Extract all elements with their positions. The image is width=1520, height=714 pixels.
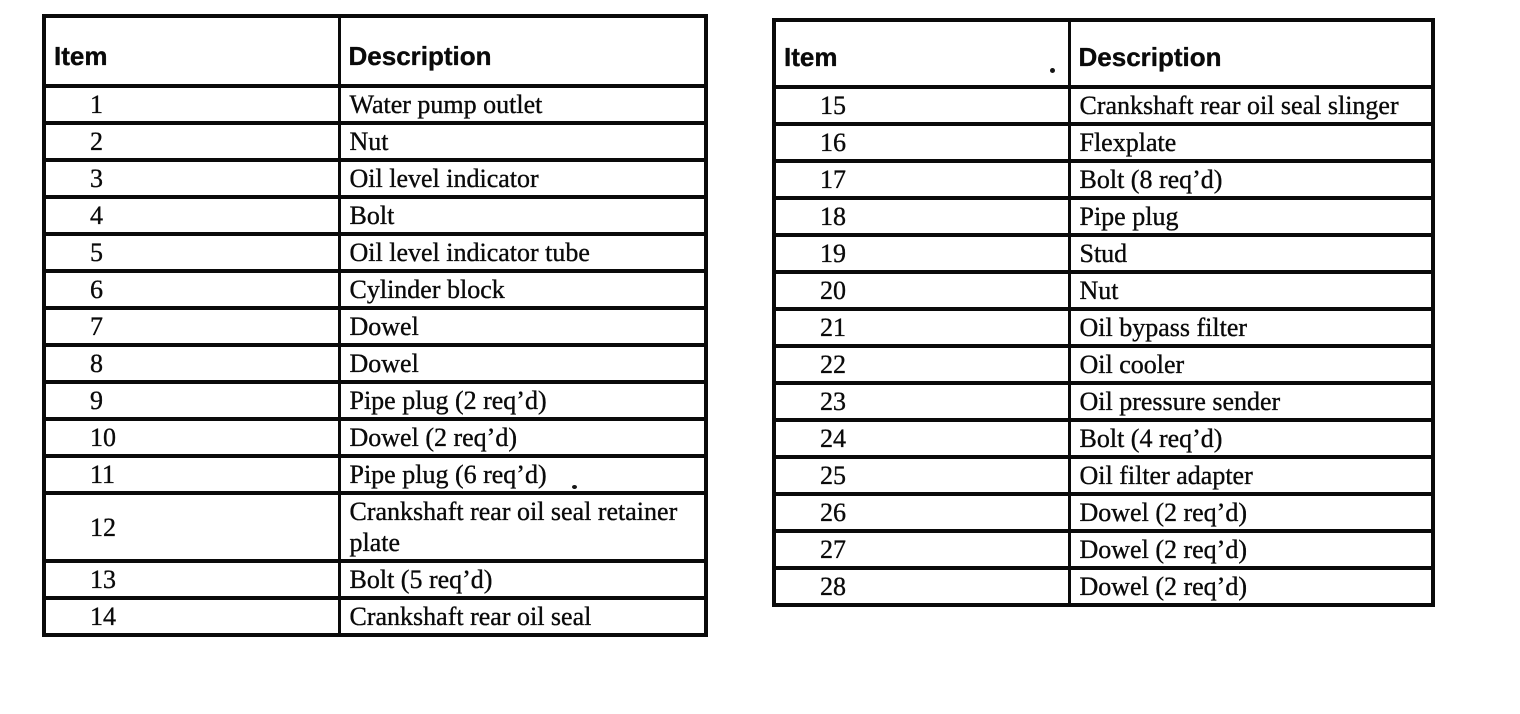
item-number: 28 (772, 566, 1071, 607)
table-body: 1 Water pump outlet 2 Nut 3 Oil level in… (42, 84, 708, 637)
item-number: 6 (42, 269, 341, 310)
item-number: 20 (772, 270, 1071, 311)
item-number: 19 (772, 233, 1071, 274)
item-column-header: Item (42, 14, 341, 88)
item-number: 10 (42, 417, 341, 458)
table-row: 11 Pipe plug (6 req’d) (42, 454, 708, 495)
item-number: 5 (42, 232, 341, 273)
item-description: Dowel (2 req’d) (337, 417, 708, 458)
item-number: 1 (42, 84, 341, 125)
item-description: Pipe plug (6 req’d) (337, 454, 708, 495)
table-row: 20 Nut (772, 270, 1435, 311)
table-row: 17 Bolt (8 req’d) (772, 159, 1435, 200)
item-description: Oil filter adapter (1067, 455, 1435, 496)
table-row: 28 Dowel (2 req’d) (772, 566, 1435, 607)
item-description: Crankshaft rear oil seal retainer plate (337, 491, 708, 563)
item-number: 11 (42, 454, 341, 495)
item-description: Crankshaft rear oil seal (337, 596, 708, 637)
table-row: 7 Dowel (42, 306, 708, 347)
item-description: Bolt (4 req’d) (1067, 418, 1435, 459)
item-description: Bolt (337, 195, 708, 236)
table-row: 15 Crankshaft rear oil seal slinger (772, 85, 1435, 126)
item-number: 12 (42, 491, 341, 563)
table-row: 5 Oil level indicator tube (42, 232, 708, 273)
item-description: Bolt (8 req’d) (1067, 159, 1435, 200)
item-number: 21 (772, 307, 1071, 348)
parts-table: Item Description 15 Crankshaft rear oil … (772, 18, 1435, 607)
item-number: 24 (772, 418, 1071, 459)
item-description: Water pump outlet (337, 84, 708, 125)
item-description: Bolt (5 req’d) (337, 559, 708, 600)
item-number: 8 (42, 343, 341, 384)
item-description: Dowel (337, 306, 708, 347)
table-row: 22 Oil cooler (772, 344, 1435, 385)
item-description: Oil level indicator tube (337, 232, 708, 273)
item-description: Dowel (2 req’d) (1067, 492, 1435, 533)
item-number: 23 (772, 381, 1071, 422)
table-row: 25 Oil filter adapter (772, 455, 1435, 496)
item-number: 2 (42, 121, 341, 162)
item-description: Cylinder block (337, 269, 708, 310)
item-description: Oil level indicator (337, 158, 708, 199)
item-description: Pipe plug (2 req’d) (337, 380, 708, 421)
item-description: Oil cooler (1067, 344, 1435, 385)
table-row: 2 Nut (42, 121, 708, 162)
item-description: Oil bypass filter (1067, 307, 1435, 348)
item-description: Stud (1067, 233, 1435, 274)
item-description: Dowel (337, 343, 708, 384)
item-description: Flexplate (1067, 122, 1435, 163)
table-row: 10 Dowel (2 req’d) (42, 417, 708, 458)
header-row: Item Description (772, 18, 1435, 89)
table-row: 4 Bolt (42, 195, 708, 236)
table-row: 3 Oil level indicator (42, 158, 708, 199)
table-row: 8 Dowel (42, 343, 708, 384)
item-number: 17 (772, 159, 1071, 200)
parts-table-items-1-14: Item Description 1 Water pump outlet 2 N… (42, 14, 708, 637)
table-row: 18 Pipe plug (772, 196, 1435, 237)
table-row: 23 Oil pressure sender (772, 381, 1435, 422)
table-row: 24 Bolt (4 req’d) (772, 418, 1435, 459)
item-description: Nut (337, 121, 708, 162)
item-number: 26 (772, 492, 1071, 533)
item-column-header: Item (772, 18, 1071, 89)
item-number: 9 (42, 380, 341, 421)
item-number: 15 (772, 85, 1071, 126)
table-row: 9 Pipe plug (2 req’d) (42, 380, 708, 421)
item-description: Oil pressure sender (1067, 381, 1435, 422)
item-number: 7 (42, 306, 341, 347)
item-description: Dowel (2 req’d) (1067, 566, 1435, 607)
item-number: 14 (42, 596, 341, 637)
table-body: 15 Crankshaft rear oil seal slinger 16 F… (772, 85, 1435, 607)
table-row: 1 Water pump outlet (42, 84, 708, 125)
table-row: 21 Oil bypass filter (772, 307, 1435, 348)
table-row: 16 Flexplate (772, 122, 1435, 163)
parts-table-items-15-28: Item Description 15 Crankshaft rear oil … (772, 18, 1435, 607)
description-column-header: Description (337, 14, 708, 88)
table-row: 6 Cylinder block (42, 269, 708, 310)
table-row: 19 Stud (772, 233, 1435, 274)
item-number: 16 (772, 122, 1071, 163)
item-number: 27 (772, 529, 1071, 570)
table-row: 13 Bolt (5 req’d) (42, 559, 708, 600)
scan-speck (1050, 68, 1055, 73)
table-row: 26 Dowel (2 req’d) (772, 492, 1435, 533)
item-number: 18 (772, 196, 1071, 237)
parts-table: Item Description 1 Water pump outlet 2 N… (42, 14, 708, 637)
item-number: 4 (42, 195, 341, 236)
item-number: 3 (42, 158, 341, 199)
table-row: 14 Crankshaft rear oil seal (42, 596, 708, 637)
item-description: Pipe plug (1067, 196, 1435, 237)
item-description: Crankshaft rear oil seal slinger (1067, 85, 1435, 126)
item-description: Dowel (2 req’d) (1067, 529, 1435, 570)
table-row: 27 Dowel (2 req’d) (772, 529, 1435, 570)
item-number: 22 (772, 344, 1071, 385)
item-description: Nut (1067, 270, 1435, 311)
item-number: 13 (42, 559, 341, 600)
header-row: Item Description (42, 14, 708, 88)
table-row: 12 Crankshaft rear oil seal retainer pla… (42, 491, 708, 563)
item-number: 25 (772, 455, 1071, 496)
scan-speck (572, 485, 577, 489)
description-column-header: Description (1067, 18, 1435, 89)
